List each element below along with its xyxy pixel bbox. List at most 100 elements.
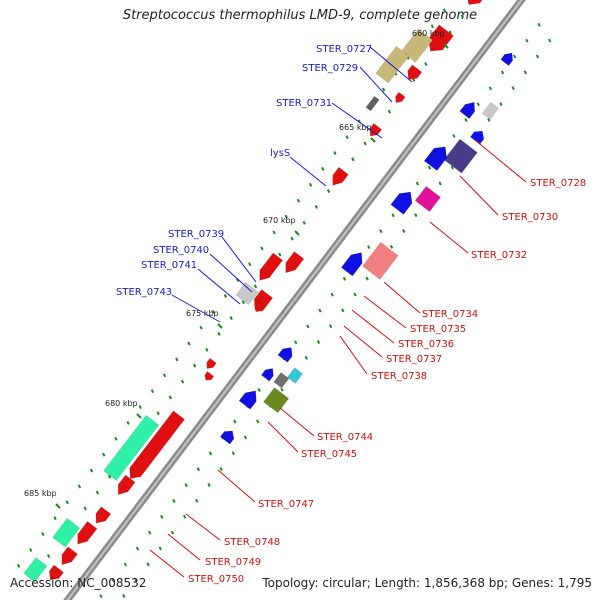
reverse-leader-line <box>279 407 315 437</box>
reverse-gene-shape <box>427 24 454 52</box>
tick-mark <box>537 22 541 27</box>
tick-mark <box>107 474 112 479</box>
kbp-label: 675 kbp <box>186 309 219 318</box>
reverse-leader-line <box>343 325 383 358</box>
tick-mark <box>402 229 406 233</box>
reverse-gene <box>466 0 487 5</box>
forward-gene <box>459 101 475 119</box>
reverse-gene <box>395 91 406 103</box>
forward-gene-shape <box>459 101 475 119</box>
tick-mark <box>460 14 465 19</box>
tick-mark <box>345 135 349 140</box>
reverse-gene-shape <box>466 0 487 5</box>
forward-gene <box>263 387 290 414</box>
kbp-label: 680 kbp <box>105 399 138 408</box>
reverse-gene-label: STER_0738 <box>371 371 427 382</box>
reverse-gene <box>254 300 267 312</box>
tick-mark <box>430 24 434 29</box>
reverse-gene <box>23 557 48 583</box>
forward-gene <box>277 347 293 363</box>
tick-mark <box>294 340 298 345</box>
reverse-gene-shape <box>395 91 406 103</box>
forward-gene <box>273 372 290 389</box>
tick-mark <box>16 563 21 568</box>
tick-mark <box>333 151 337 156</box>
forward-gene-shape <box>277 347 293 363</box>
tick-mark <box>442 8 447 13</box>
forward-leader-line <box>359 66 393 103</box>
forward-gene-shape <box>390 191 413 215</box>
tick-mark <box>168 395 172 400</box>
kbp-label: 685 kbp <box>24 489 57 498</box>
forward-gene-shape <box>362 241 399 280</box>
forward-gene <box>469 130 485 145</box>
reverse-gene <box>95 506 112 524</box>
forward-gene <box>287 367 303 384</box>
forward-gene <box>481 101 499 120</box>
reverse-gene <box>375 45 410 84</box>
forward-gene-label: STER_0743 <box>116 287 172 298</box>
forward-gene-label: STER_0739 <box>168 229 224 240</box>
reverse-gene <box>117 474 136 495</box>
reverse-gene-shape <box>49 564 64 581</box>
tick-mark <box>253 284 258 289</box>
tick-mark <box>77 484 82 489</box>
tick-mark <box>134 578 138 583</box>
reverse-gene <box>61 546 78 566</box>
tick-mark <box>255 419 260 424</box>
tick-mark <box>47 554 51 559</box>
tick-mark <box>525 38 529 43</box>
reverse-gene-label: STER_0730 <box>502 212 558 223</box>
reverse-gene-label: STER_0745 <box>301 449 357 460</box>
reverse-leader-line <box>185 513 221 541</box>
forward-gene <box>261 368 274 382</box>
tick-mark <box>488 86 493 91</box>
reverse-leader-line <box>267 421 299 453</box>
reverse-gene-label: STER_0732 <box>471 250 527 261</box>
reverse-leader-line <box>474 139 527 183</box>
forward-gene <box>443 138 478 174</box>
tick-mark <box>412 77 416 82</box>
reverse-gene <box>332 166 349 186</box>
tick-mark <box>330 292 334 297</box>
tick-mark <box>513 54 517 59</box>
tick-mark <box>193 363 197 368</box>
kbp-label: 665 kbp <box>339 123 372 132</box>
tick-mark <box>438 181 442 186</box>
tick-mark <box>499 102 503 106</box>
tick-mark <box>196 467 200 472</box>
tick-mark <box>342 276 347 281</box>
forward-gene-label: lysS <box>270 148 290 159</box>
tick-mark <box>389 244 394 249</box>
tick-mark <box>111 578 115 583</box>
tick-mark <box>243 435 248 440</box>
tick-mark <box>272 230 276 235</box>
forward-leader-line <box>209 253 253 293</box>
tick-mark <box>184 483 188 488</box>
tick-mark <box>102 452 106 457</box>
reverse-gene-label: STER_0748 <box>224 537 280 548</box>
reverse-gene-label: STER_0728 <box>530 178 586 189</box>
forward-leader-line <box>221 236 257 283</box>
kbp-tick <box>294 230 300 236</box>
reverse-gene-shape <box>235 281 259 306</box>
reverse-gene-shape <box>95 506 112 524</box>
reverse-gene-shape <box>332 166 349 186</box>
tick-mark <box>464 118 468 123</box>
tick-mark <box>146 562 150 567</box>
forward-gene <box>340 252 363 277</box>
reverse-gene <box>235 281 259 306</box>
tick-mark <box>424 62 428 67</box>
reverse-gene-label: STER_0750 <box>188 574 244 585</box>
reverse-gene-shape <box>117 474 136 495</box>
kbp-label: 670 kbp <box>263 216 296 225</box>
tick-mark <box>341 308 345 313</box>
tick-mark <box>452 133 456 138</box>
tick-mark <box>175 357 179 362</box>
tick-mark <box>123 562 127 567</box>
tick-mark <box>314 204 319 209</box>
forward-gene-label: STER_0729 <box>302 63 358 74</box>
tick-mark <box>316 340 321 345</box>
forward-gene-shape <box>414 185 441 212</box>
